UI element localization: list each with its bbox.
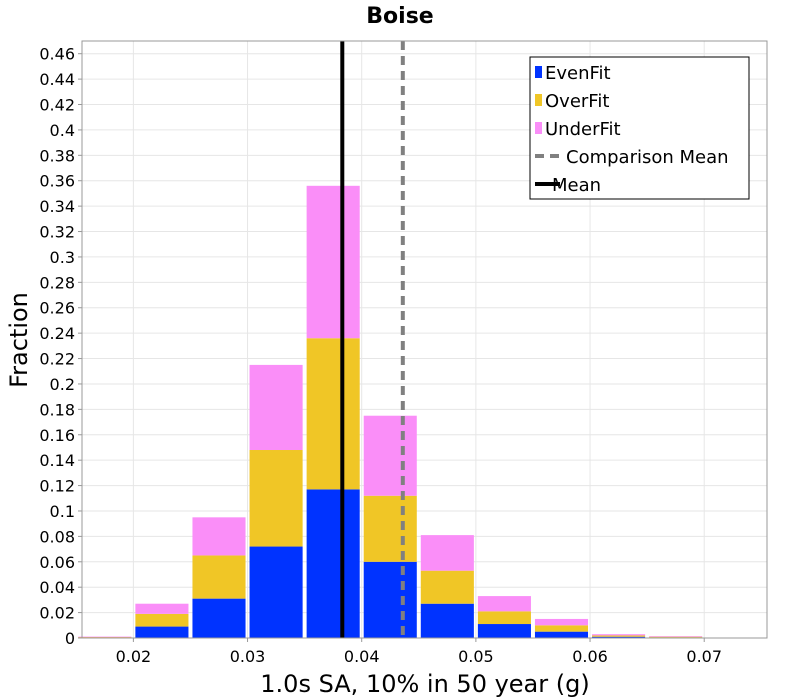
bar-evenfit (249, 546, 303, 638)
bar-evenfit (534, 631, 589, 638)
bar-overfit (363, 495, 417, 562)
chart-title: Boise (366, 4, 433, 29)
y-tick-label: 0.32 (39, 223, 75, 242)
bar-underfit (135, 603, 189, 614)
bar-overfit (420, 570, 474, 604)
bar-underfit (78, 636, 132, 638)
bar-evenfit (477, 624, 531, 638)
y-tick-label: 0.1 (50, 502, 75, 521)
y-tick-label: 0.36 (39, 172, 75, 191)
y-tick-label: 0.26 (39, 299, 75, 318)
bar-underfit (477, 596, 531, 612)
bar-evenfit (135, 626, 189, 638)
bar-underfit (363, 415, 417, 496)
legend-label: Comparison Mean (566, 147, 729, 168)
x-tick-label: 0.04 (344, 647, 380, 666)
y-tick-label: 0.18 (39, 400, 75, 419)
bar-overfit (192, 555, 246, 599)
bar-underfit (306, 185, 360, 339)
bar-overfit (78, 636, 132, 638)
legend-label: UnderFit (545, 119, 621, 140)
bar-evenfit (592, 636, 646, 638)
bar-underfit (534, 618, 589, 626)
bar-evenfit (363, 561, 417, 638)
x-axis-label: 1.0s SA, 10% in 50 year (g) (260, 670, 589, 698)
y-tick-label: 0.12 (39, 477, 75, 496)
y-tick-label: 0.06 (39, 553, 75, 572)
y-tick-label: 0.44 (39, 70, 75, 89)
bar-overfit (649, 636, 703, 638)
y-tick-label: 0.02 (39, 604, 75, 623)
y-tick-label: 0.22 (39, 350, 75, 369)
y-tick-label: 0.28 (39, 273, 75, 292)
x-axis-ticks: 0.02 0.03 0.04 0.05 0.06 0.07 (116, 638, 722, 666)
bar-evenfit (192, 598, 246, 638)
bar-overfit (534, 625, 589, 632)
bar-overfit (306, 338, 360, 490)
y-tick-label: 0.38 (39, 146, 75, 165)
y-tick-label: 0.04 (39, 578, 75, 597)
bar-overfit (249, 450, 303, 547)
bars (78, 185, 703, 638)
bar-overfit (135, 613, 189, 627)
legend-swatch-underfit (535, 122, 542, 134)
plot-border (81, 40, 768, 639)
bar-underfit (420, 535, 474, 571)
legend-box (529, 56, 750, 200)
y-tick-label: 0.14 (39, 451, 75, 470)
bar-overfit (592, 635, 646, 637)
bar-evenfit (420, 603, 474, 638)
legend-label: Mean (552, 175, 601, 196)
bar-evenfit (306, 489, 360, 638)
y-tick-label: 0.08 (39, 527, 75, 546)
legend: EvenFit OverFit UnderFit Comparison Mean Mea… (529, 56, 750, 200)
y-tick-label: 0 (65, 629, 75, 648)
y-tick-label: 0.24 (39, 324, 75, 343)
y-axis-ticks: 0 0.02 0.04 0.06 0.08 0.1 0.12 0.14 0.16 0.18 0.2 0… (39, 45, 82, 648)
legend-label: EvenFit (545, 63, 611, 84)
y-tick-label: 0.4 (50, 121, 75, 140)
y-tick-label: 0.34 (39, 197, 75, 216)
x-tick-label: 0.02 (116, 647, 152, 666)
y-tick-label: 0.46 (39, 45, 75, 64)
x-tick-label: 0.07 (686, 647, 722, 666)
bar-overfit (477, 611, 531, 625)
y-axis-label: Fraction (5, 292, 33, 388)
y-tick-label: 0.2 (50, 375, 75, 394)
legend-swatch-evenfit (535, 66, 542, 78)
x-tick-label: 0.05 (458, 647, 494, 666)
legend-label: OverFit (545, 91, 609, 112)
bar-underfit (249, 364, 303, 451)
bar-underfit (592, 634, 646, 636)
bar-underfit (649, 636, 703, 637)
y-tick-label: 0.16 (39, 426, 75, 445)
y-tick-label: 0.3 (50, 248, 75, 267)
x-tick-label: 0.06 (572, 647, 608, 666)
mean-lines (340, 41, 405, 638)
x-tick-label: 0.03 (230, 647, 266, 666)
bar-underfit (192, 517, 246, 556)
legend-swatch-overfit (535, 94, 542, 106)
y-tick-label: 0.42 (39, 96, 75, 115)
